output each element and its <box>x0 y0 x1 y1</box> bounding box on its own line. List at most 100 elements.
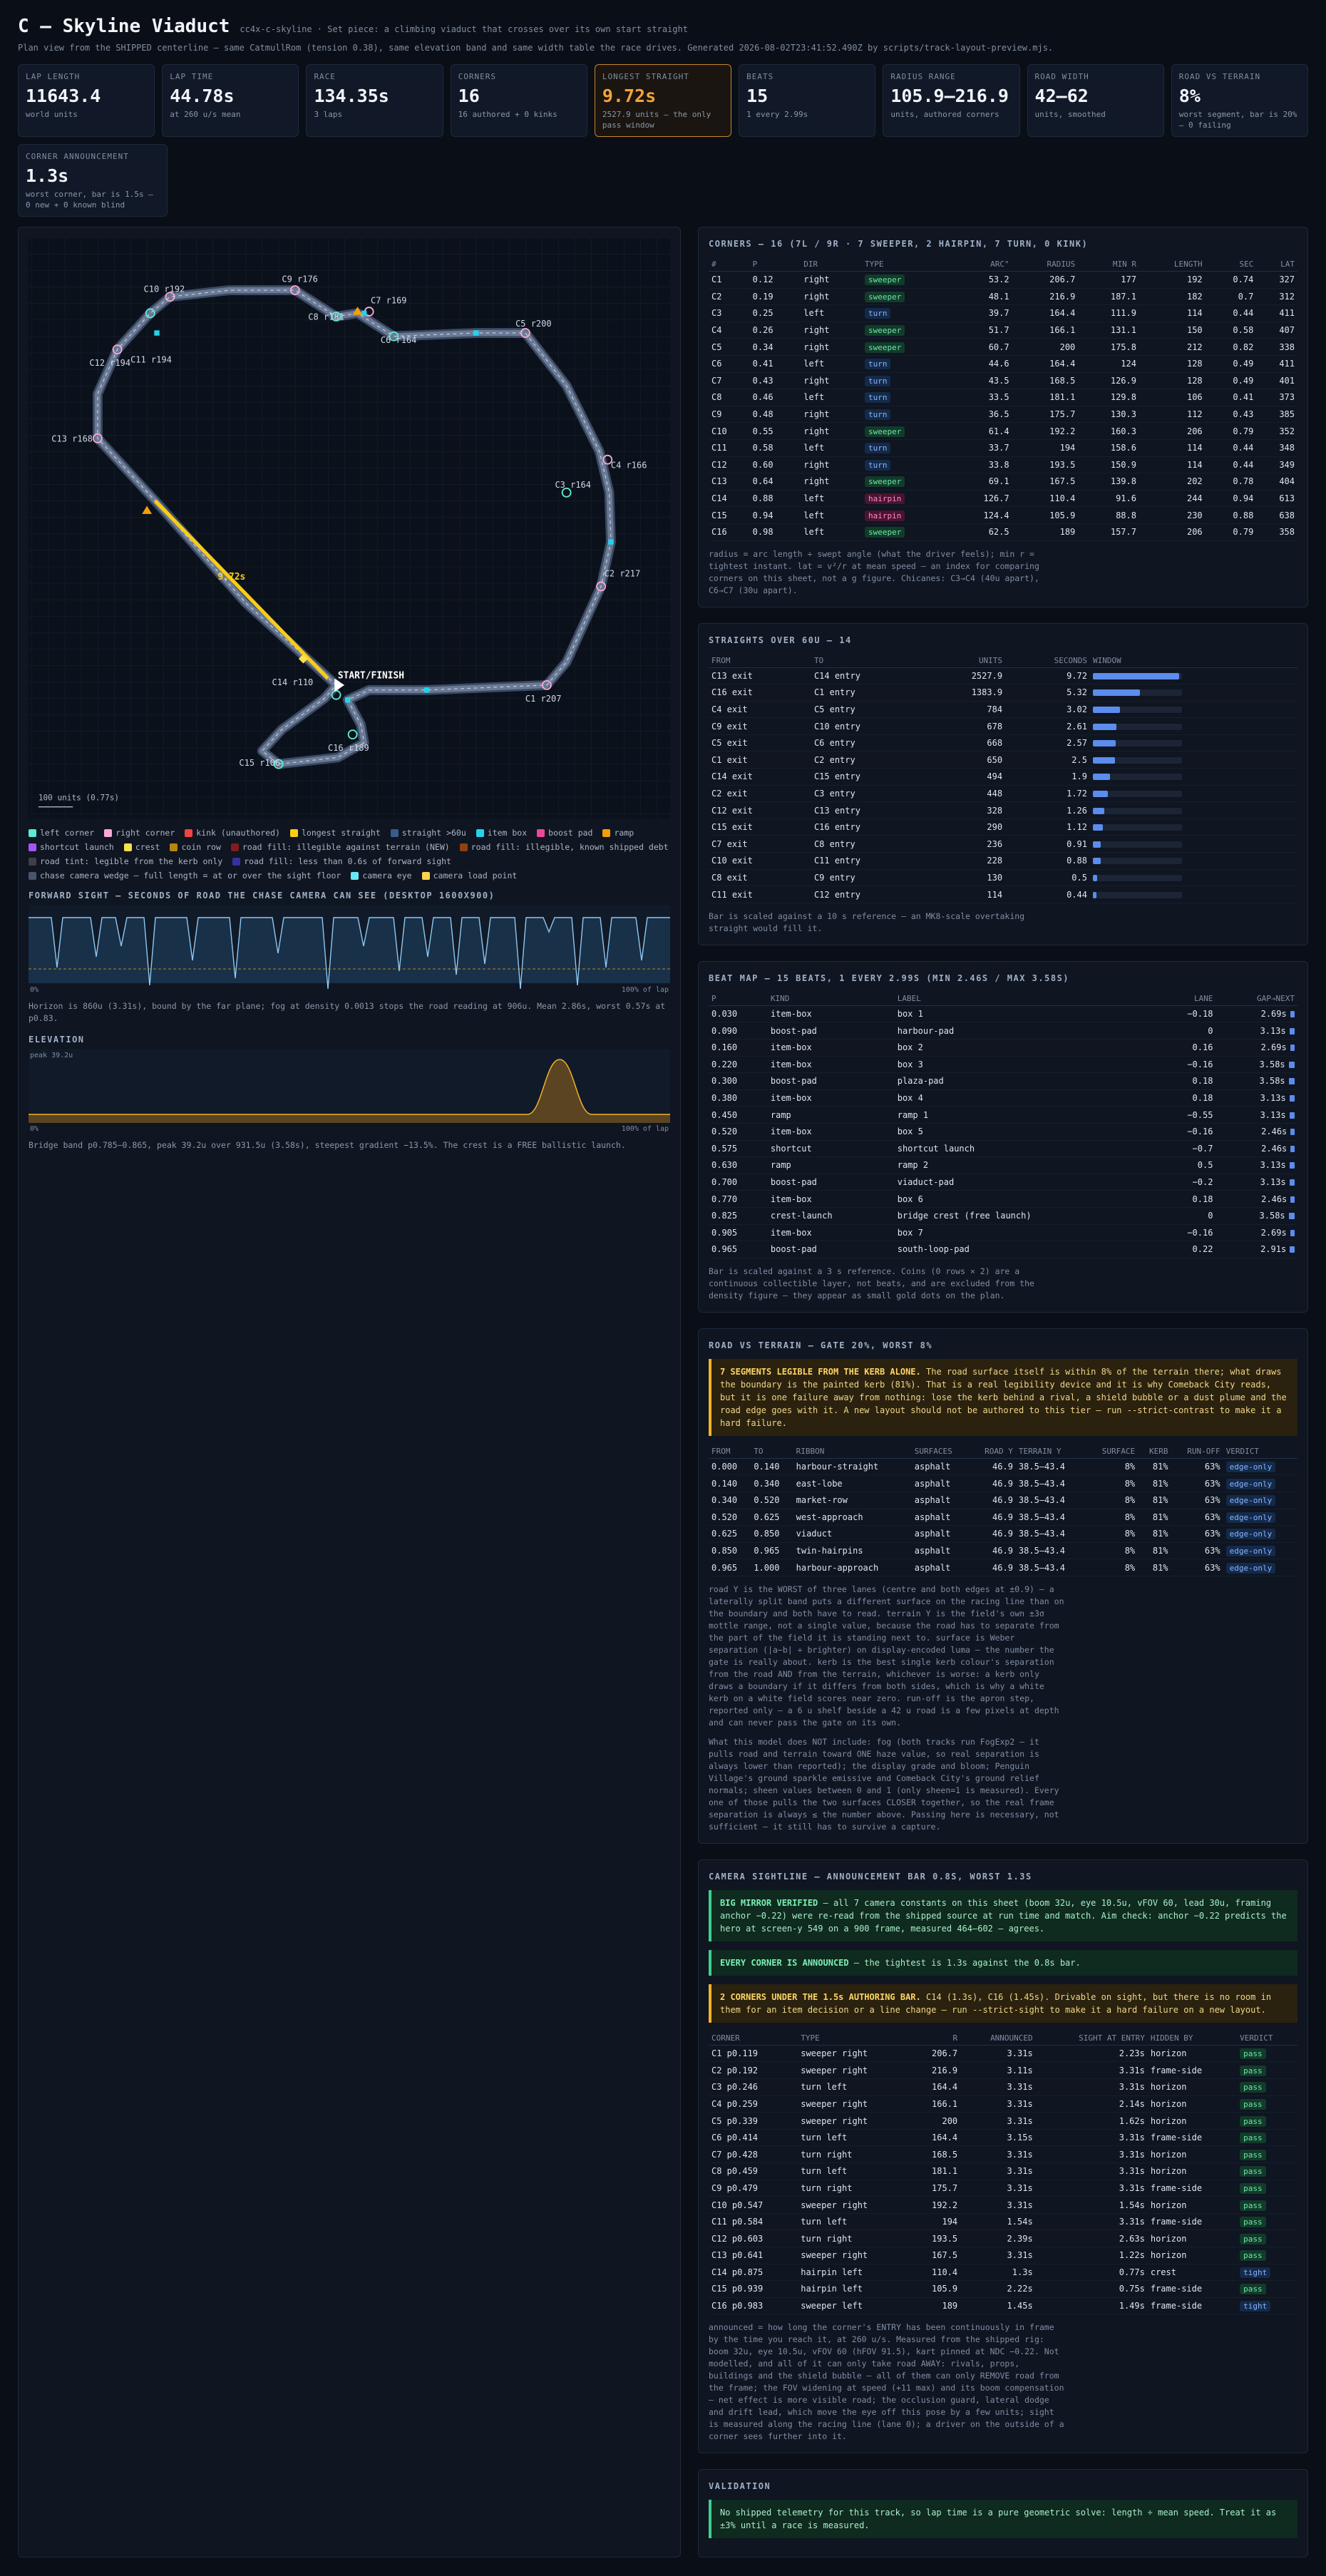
gap-bar <box>1290 1229 1295 1236</box>
table-cell: 3.13s <box>1216 1089 1297 1107</box>
cell-text: 784 <box>987 704 1003 714</box>
table-cell: 3.31s <box>1035 2145 1148 2164</box>
stat-label: LONGEST STRAIGHT <box>602 72 689 81</box>
cell-text: sweeper <box>864 342 905 353</box>
cell-text: 0.94 <box>752 510 774 520</box>
table-cell: 8% <box>1086 1492 1139 1509</box>
table-cell: C9 <box>709 406 750 424</box>
stat-value: 105.9–216.9 <box>890 86 1009 106</box>
paragraph: What this model does NOT include: fog (b… <box>709 1736 1059 1832</box>
cell-text: 193.5 <box>1049 459 1076 470</box>
gap-label: 2.46s <box>1261 1127 1288 1137</box>
legend-swatch <box>185 829 193 837</box>
table-cell: C6 <box>709 355 750 373</box>
table-cell: 81% <box>1138 1458 1171 1476</box>
table-cell: 46.9 <box>970 1559 1016 1576</box>
gap-bar <box>1290 1246 1295 1253</box>
cell-text: 3.31s <box>1007 2082 1033 2093</box>
cell-text: −0.55 <box>1187 1109 1213 1120</box>
corner-label: C5 r200 <box>515 319 552 329</box>
cell-text: C11 p0.584 <box>711 2217 764 2227</box>
table-cell: right <box>801 338 862 356</box>
cell-text: C3 entry <box>813 788 855 799</box>
cell-text: C6 <box>711 359 722 369</box>
legend-item: road tint: legible from the kerb only <box>29 856 222 866</box>
corner-label: C8 r181 <box>308 312 344 322</box>
cell-text: turn <box>864 359 891 370</box>
stat-card: LAP LENGTH 11643.4 world units <box>18 64 155 137</box>
table-cell <box>1089 801 1297 819</box>
legend-swatch <box>230 843 239 851</box>
table-cell: 338 <box>1256 338 1297 356</box>
table-cell: 8% <box>1086 1509 1139 1526</box>
table-cell: 212 <box>1139 338 1206 356</box>
stat-card: BEATS 15 1 every 2.99s <box>739 64 876 137</box>
table-row: C11 0.58 left turn 33.7 194 158.6 114 0.44 348 <box>709 439 1297 457</box>
table-cell: edge-only <box>1223 1525 1297 1543</box>
cell-text: 175.7 <box>1049 409 1076 420</box>
cell-text: 2.63s <box>1119 2233 1145 2244</box>
table-cell: 1.45s <box>960 2297 1036 2315</box>
table-cell: 407 <box>1256 322 1297 339</box>
table-cell: 0.94 <box>749 506 801 524</box>
gap-bar <box>1288 1213 1295 1220</box>
table-cell: 1.72 <box>1005 785 1090 803</box>
cell-text: 63% <box>1204 1529 1220 1539</box>
cell-text: turn <box>864 392 891 404</box>
table-cell: 3.02 <box>1005 701 1090 719</box>
cell-text: 0.98 <box>752 527 774 538</box>
cell-text: 189 <box>1059 527 1076 538</box>
cell-text: 46.9 <box>992 1462 1013 1472</box>
cell-text: box 7 <box>897 1227 923 1238</box>
column-header: LAT <box>1256 257 1297 272</box>
cell-text: 0.88 <box>1233 510 1254 520</box>
table-cell: harbour-approach <box>793 1559 912 1576</box>
cell-text: 46.9 <box>992 1562 1013 1573</box>
cell-text: right <box>803 476 830 487</box>
table-body: 0.030 item-box box 1 −0.18 2.69s 0.090 boost-p… <box>709 1005 1297 1258</box>
cell-text: 164.4 <box>1049 359 1076 369</box>
table-cell: sweeper <box>861 473 951 491</box>
table-cell: 130 <box>925 869 1006 887</box>
table-cell: 2.22s <box>960 2280 1036 2298</box>
table-row: C15 0.94 left hairpin 124.4 105.9 88.8 230 0.88 6… <box>709 506 1297 524</box>
table-row: C16 p0.983 sweeper left 189 1.45s 1.49s frame… <box>709 2297 1297 2315</box>
cell-text: C11 entry <box>813 856 860 866</box>
gap-label: 3.13s <box>1260 1160 1286 1171</box>
stat-card: CORNERS 16 16 authored + 0 kinks <box>450 64 587 137</box>
cell-text: pass <box>1240 2115 1266 2127</box>
cell-text: turn right <box>801 2233 853 2244</box>
cell-text: 2.23s <box>1119 2048 1145 2059</box>
legend-label: road fill: illegible against terrain (NE… <box>242 842 450 852</box>
cell-text: 51.7 <box>988 325 1009 336</box>
cell-text: harbour-approach <box>796 1562 879 1573</box>
cell-text: turn <box>864 459 891 471</box>
table-cell: 8% <box>1086 1525 1139 1543</box>
table-cell: frame-side <box>1147 2280 1238 2298</box>
cell-text: 81% <box>1152 1462 1168 1472</box>
table-cell: −0.16 <box>1156 1056 1216 1074</box>
cell-text: harbour-straight <box>796 1462 879 1472</box>
callout-text: — the tightest is 1.3s against the 0.8s … <box>848 1957 1081 1968</box>
gap-label: 3.58s <box>1259 1076 1285 1087</box>
table-cell: 3.31s <box>960 2078 1036 2096</box>
table-cell: turn right <box>798 2145 912 2164</box>
table-cell: turn <box>861 304 951 322</box>
cell-text: 0.340 <box>711 1495 738 1506</box>
window-bar <box>1092 672 1180 679</box>
table-cell: item-box <box>767 1089 895 1107</box>
legend-label: left corner <box>40 828 95 838</box>
table-body: C13 exit C14 entry 2527.9 9.72 C16 exit C1 en… <box>709 667 1297 903</box>
corner-label: C16 r189 <box>328 743 369 753</box>
table-cell: frame-side <box>1147 2213 1238 2231</box>
table-cell: frame-side <box>1147 2061 1238 2080</box>
table: FROM TO UNITS SECONDS WINDOW C13 exit C14 entr… <box>709 653 1297 903</box>
cell-text: item-box <box>770 1042 812 1053</box>
table-cell: C12 exit <box>709 801 811 819</box>
table-cell: 1.54s <box>1035 2196 1148 2214</box>
table-cell: 0.300 <box>709 1072 768 1090</box>
table-cell: C8 p0.459 <box>709 2162 798 2180</box>
table-cell: 126.9 <box>1078 372 1139 390</box>
stat-label: ROAD VS TERRAIN <box>1178 72 1261 81</box>
cell-text: 46.9 <box>992 1512 1013 1522</box>
